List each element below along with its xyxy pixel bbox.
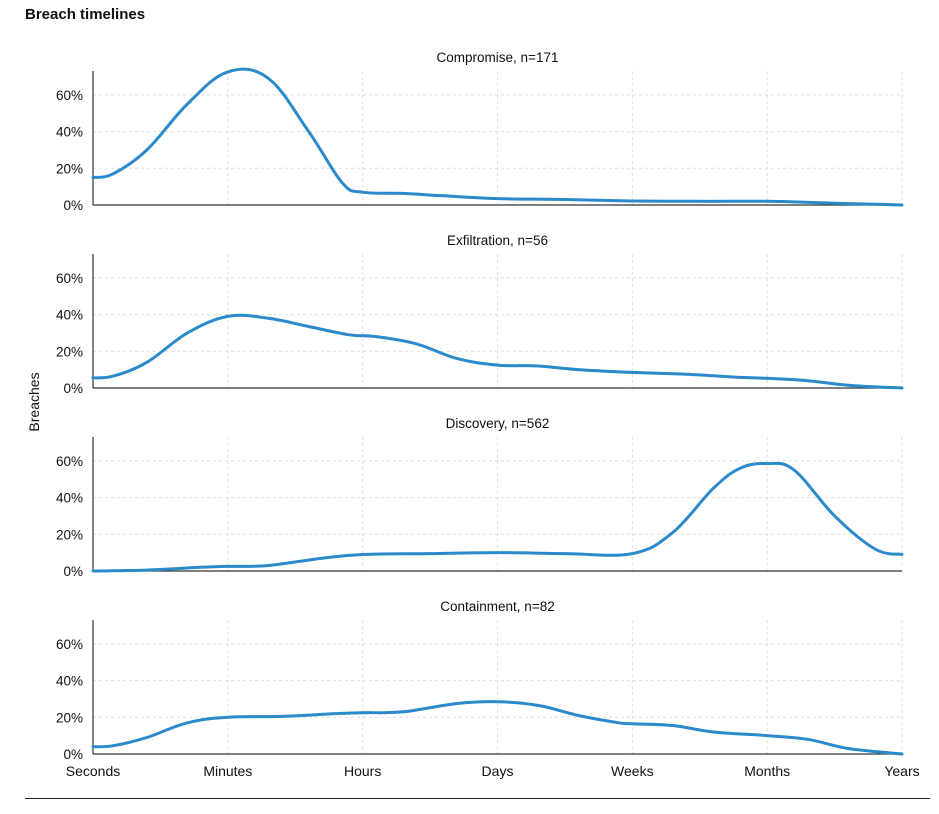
y-tick-label: 20% (56, 344, 83, 359)
x-tick-label: Hours (344, 763, 381, 779)
y-tick-label: 20% (56, 161, 83, 176)
chart-panel: Exfiltration, n=56 0% 20% 40% 60% (56, 233, 904, 396)
chart-panel: Compromise, n=171 0% 20% 40% 60% (56, 50, 904, 213)
y-tick-label: 0% (63, 198, 83, 213)
series-line (91, 313, 904, 390)
x-tick-label: Minutes (203, 763, 252, 779)
y-tick-label: 60% (56, 454, 83, 469)
chart-panel: Discovery, n=562 0% 20% 40% 60% (56, 416, 904, 579)
panel-title: Discovery, n=562 (446, 416, 550, 431)
x-axis-labels: Seconds Minutes Hours Days Weeks Months Years (66, 763, 920, 779)
y-tick-label: 0% (63, 747, 83, 762)
chart-panel: Containment, n=82 0% 20% 40% 60% (56, 599, 904, 762)
chart-panels: Compromise, n=1710%20%40%60%Exfiltration… (56, 50, 904, 762)
series-line (91, 461, 904, 573)
panel-title: Containment, n=82 (440, 599, 554, 614)
y-tick-label: 0% (63, 381, 83, 396)
x-tick-label: Months (744, 763, 790, 779)
y-axis-label: Breaches (26, 372, 42, 431)
y-tick-label: 60% (56, 271, 83, 286)
series-line (91, 700, 904, 756)
y-tick-label: 20% (56, 710, 83, 725)
panel-title: Compromise, n=171 (437, 50, 559, 65)
y-tick-label: 40% (56, 308, 83, 323)
y-tick-label: 60% (56, 88, 83, 103)
y-tick-label: 60% (56, 637, 83, 652)
bottom-divider (25, 798, 930, 799)
series-line (91, 67, 904, 207)
y-tick-label: 40% (56, 491, 83, 506)
x-tick-label: Years (884, 763, 919, 779)
y-tick-label: 20% (56, 527, 83, 542)
y-tick-label: 40% (56, 674, 83, 689)
chart-title: Breach timelines (25, 6, 146, 23)
y-tick-label: 0% (63, 564, 83, 579)
y-tick-label: 40% (56, 125, 83, 140)
x-tick-label: Seconds (66, 763, 120, 779)
x-tick-label: Weeks (611, 763, 654, 779)
x-tick-label: Days (482, 763, 514, 779)
panel-title: Exfiltration, n=56 (447, 233, 548, 248)
